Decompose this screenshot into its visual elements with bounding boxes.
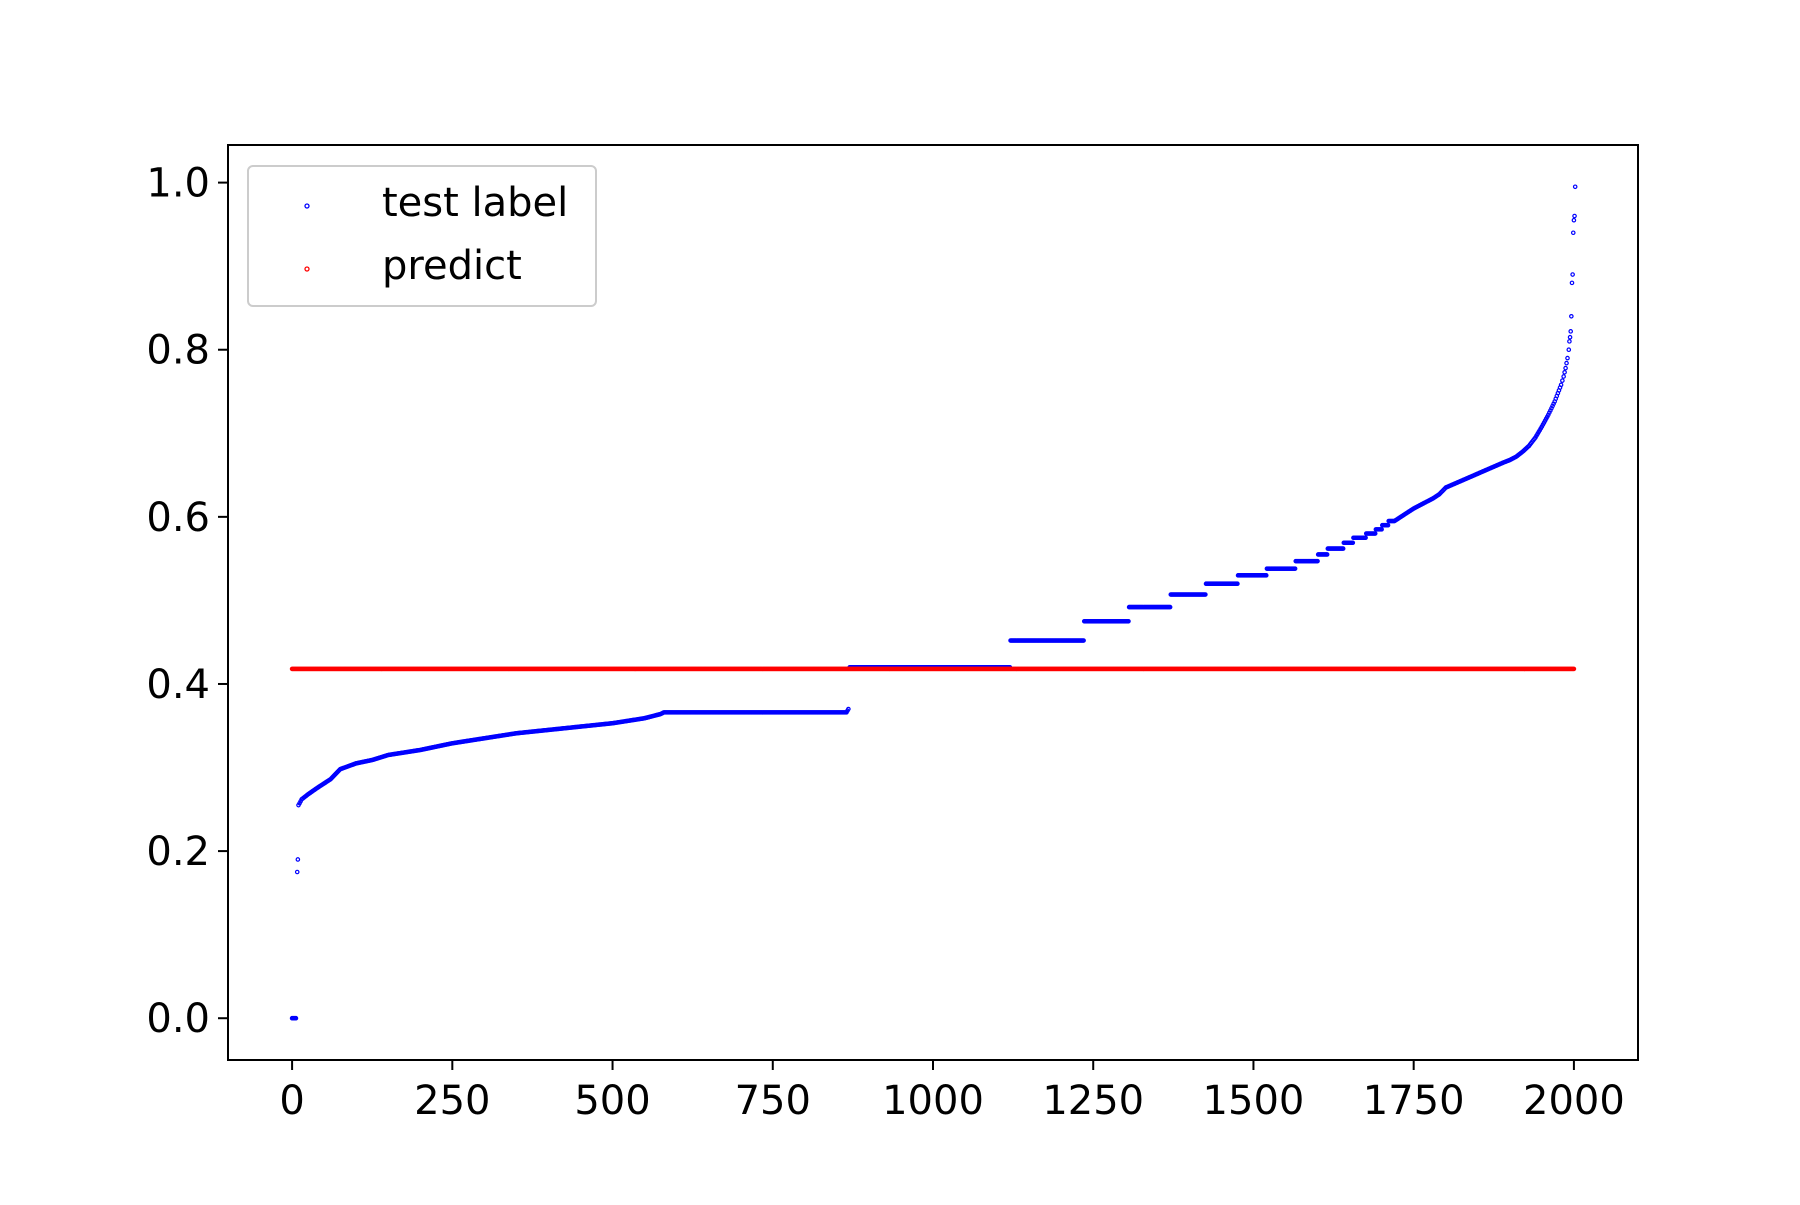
y-tick-label: 0.8 bbox=[146, 328, 210, 374]
data-point bbox=[1561, 374, 1566, 379]
data-point bbox=[1568, 329, 1574, 334]
legend-label-predict: predict bbox=[382, 243, 522, 289]
data-point bbox=[1081, 638, 1086, 643]
data-point bbox=[1558, 382, 1564, 388]
x-tick-label: 500 bbox=[574, 1078, 650, 1124]
data-point bbox=[1203, 592, 1208, 597]
data-point bbox=[1263, 573, 1269, 578]
data-point bbox=[1126, 618, 1131, 624]
data-point bbox=[1567, 334, 1573, 340]
legend: test label predict bbox=[247, 165, 597, 307]
data-point bbox=[1315, 558, 1320, 564]
x-tick-label: 2000 bbox=[1523, 1078, 1625, 1124]
data-point bbox=[1562, 369, 1567, 375]
data-point bbox=[1571, 217, 1577, 223]
y-tick-label: 0.4 bbox=[146, 662, 210, 708]
plot-area bbox=[289, 184, 1578, 1021]
legend-marker-test-label bbox=[304, 203, 310, 209]
data-point bbox=[1372, 531, 1378, 536]
data-point bbox=[1385, 522, 1391, 528]
data-point bbox=[1570, 272, 1575, 277]
x-tick-label: 1250 bbox=[1042, 1078, 1144, 1124]
data-point bbox=[1324, 552, 1330, 557]
data-point bbox=[1564, 360, 1569, 366]
data-point bbox=[1565, 355, 1570, 361]
y-tick-label: 0.0 bbox=[146, 996, 210, 1042]
data-point bbox=[1570, 230, 1576, 236]
x-tick-label: 1000 bbox=[882, 1078, 984, 1124]
data-point bbox=[1363, 535, 1368, 541]
data-point bbox=[1572, 184, 1578, 190]
y-tick-label: 1.0 bbox=[146, 161, 210, 207]
data-point bbox=[1340, 546, 1346, 551]
data-point bbox=[1235, 581, 1240, 587]
series-predict bbox=[289, 666, 1577, 672]
data-point bbox=[1566, 347, 1572, 353]
data-point bbox=[1563, 365, 1568, 371]
data-point bbox=[846, 706, 851, 712]
x-tick-label: 250 bbox=[414, 1078, 490, 1124]
data-point bbox=[1379, 527, 1384, 532]
data-point bbox=[1560, 378, 1565, 383]
data-point bbox=[1292, 566, 1298, 571]
x-tick-label: 0 bbox=[279, 1078, 304, 1124]
x-tick-label: 1500 bbox=[1203, 1078, 1305, 1124]
legend-frame bbox=[247, 165, 597, 307]
data-point bbox=[293, 1015, 299, 1021]
data-point bbox=[1167, 604, 1173, 610]
data-point bbox=[295, 857, 301, 862]
y-axis: 0.0 0.2 0.4 0.6 0.8 1.0 bbox=[146, 161, 228, 1042]
data-point bbox=[1569, 280, 1575, 286]
series-test-label bbox=[289, 184, 1578, 1021]
data-point bbox=[1569, 313, 1574, 319]
y-tick-label: 0.6 bbox=[146, 495, 210, 541]
x-tick-label: 750 bbox=[735, 1078, 811, 1124]
legend-marker-predict bbox=[304, 266, 310, 272]
legend-label-test-label: test label bbox=[382, 180, 568, 226]
data-point bbox=[1571, 666, 1577, 672]
y-tick-label: 0.2 bbox=[146, 829, 210, 875]
x-axis: 0 250 500 750 1000 1250 1500 1750 2000 bbox=[279, 1060, 1625, 1124]
x-tick-label: 1750 bbox=[1363, 1078, 1465, 1124]
data-point bbox=[1567, 339, 1572, 344]
data-point bbox=[1350, 540, 1356, 546]
data-point bbox=[294, 869, 300, 875]
data-point bbox=[1572, 213, 1577, 219]
